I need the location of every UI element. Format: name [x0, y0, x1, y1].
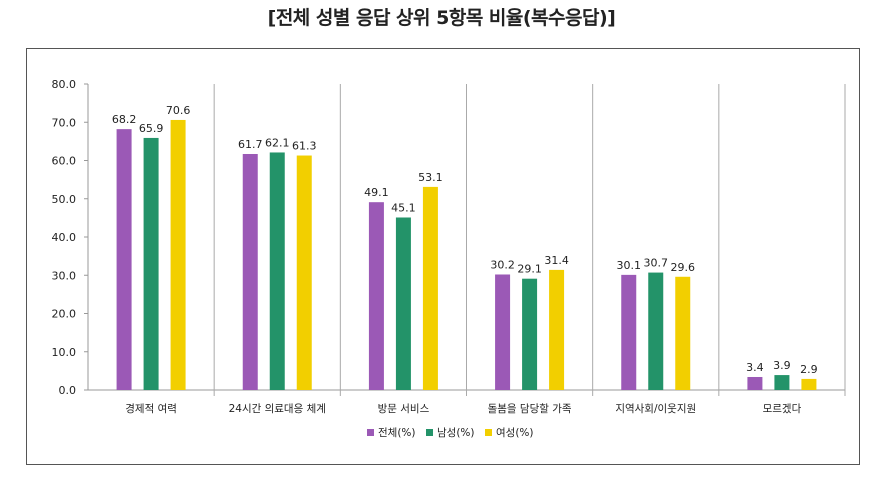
bar: [143, 137, 159, 390]
y-tick-label: 70.0: [52, 116, 77, 129]
legend-swatch: [367, 429, 374, 436]
bar: [774, 375, 790, 390]
data-label: 61.7: [238, 138, 263, 151]
category-label: 모르겠다: [763, 403, 802, 415]
data-label: 49.1: [364, 186, 389, 199]
category-label: 지역사회/이웃지원: [615, 403, 696, 415]
data-label: 61.3: [292, 140, 317, 153]
legend-swatch: [426, 429, 433, 436]
bar: [522, 278, 538, 390]
bar: [621, 274, 637, 390]
y-tick-label: 80.0: [52, 78, 77, 91]
data-label: 2.9: [800, 363, 818, 376]
legend-label: 남성(%): [437, 427, 475, 439]
bar: [495, 274, 511, 390]
data-label: 53.1: [418, 171, 443, 184]
y-tick-label: 50.0: [52, 193, 77, 206]
y-tick-label: 10.0: [52, 346, 77, 359]
bar: [549, 269, 565, 390]
bar: [116, 129, 132, 390]
data-label: 31.4: [544, 254, 569, 267]
legend-swatch: [485, 429, 492, 436]
y-tick-label: 20.0: [52, 308, 77, 321]
y-tick-label: 40.0: [52, 231, 77, 244]
bar: [242, 153, 258, 390]
data-label: 3.4: [746, 361, 764, 374]
category-label: 경제적 여력: [125, 402, 177, 415]
y-tick-label: 60.0: [52, 155, 77, 168]
category-label: 방문 서비스: [378, 403, 430, 415]
data-label: 70.6: [166, 104, 191, 117]
data-label: 68.2: [112, 113, 137, 126]
bar: [648, 272, 664, 390]
bar: [747, 376, 763, 390]
bar: [675, 276, 691, 390]
data-label: 3.9: [773, 359, 791, 372]
y-tick-label: 0.0: [59, 384, 77, 397]
bar: [269, 152, 285, 390]
chart-title: [전체 성별 응답 상위 5항목 비율(복수응답)]: [267, 7, 616, 29]
bar: [801, 378, 817, 390]
data-label: 45.1: [391, 201, 416, 214]
chart-frame: [26, 48, 860, 465]
data-label: 30.7: [644, 257, 669, 270]
data-label: 29.6: [671, 261, 696, 274]
bar: [296, 155, 312, 390]
data-label: 30.1: [617, 259, 642, 272]
data-label: 65.9: [139, 122, 164, 135]
bar: [170, 119, 186, 390]
y-tick-label: 30.0: [52, 269, 77, 282]
legend-label: 여성(%): [496, 427, 534, 439]
data-label: 30.2: [490, 258, 515, 271]
bar: [395, 217, 411, 390]
data-label: 62.1: [265, 136, 290, 149]
legend-label: 전체(%): [378, 427, 416, 439]
category-label: 돌봄을 담당할 가족: [488, 403, 572, 415]
category-label: 24시간 의료대응 체계: [229, 403, 326, 415]
data-label: 29.1: [517, 263, 542, 276]
bar: [368, 202, 384, 390]
bar: [422, 186, 438, 390]
